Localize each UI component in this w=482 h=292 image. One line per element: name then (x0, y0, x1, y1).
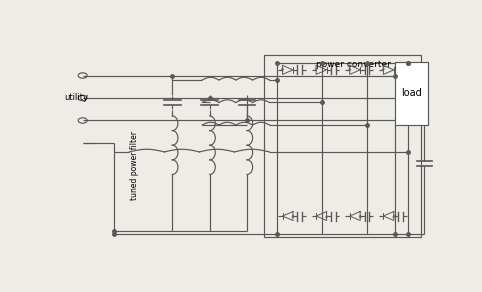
Text: tuned power filter: tuned power filter (131, 131, 139, 200)
Bar (395, 62, 428, 125)
Text: utility: utility (64, 93, 88, 102)
Bar (264, 55, 421, 237)
Text: power converter: power converter (316, 60, 391, 69)
Text: load: load (401, 88, 422, 98)
